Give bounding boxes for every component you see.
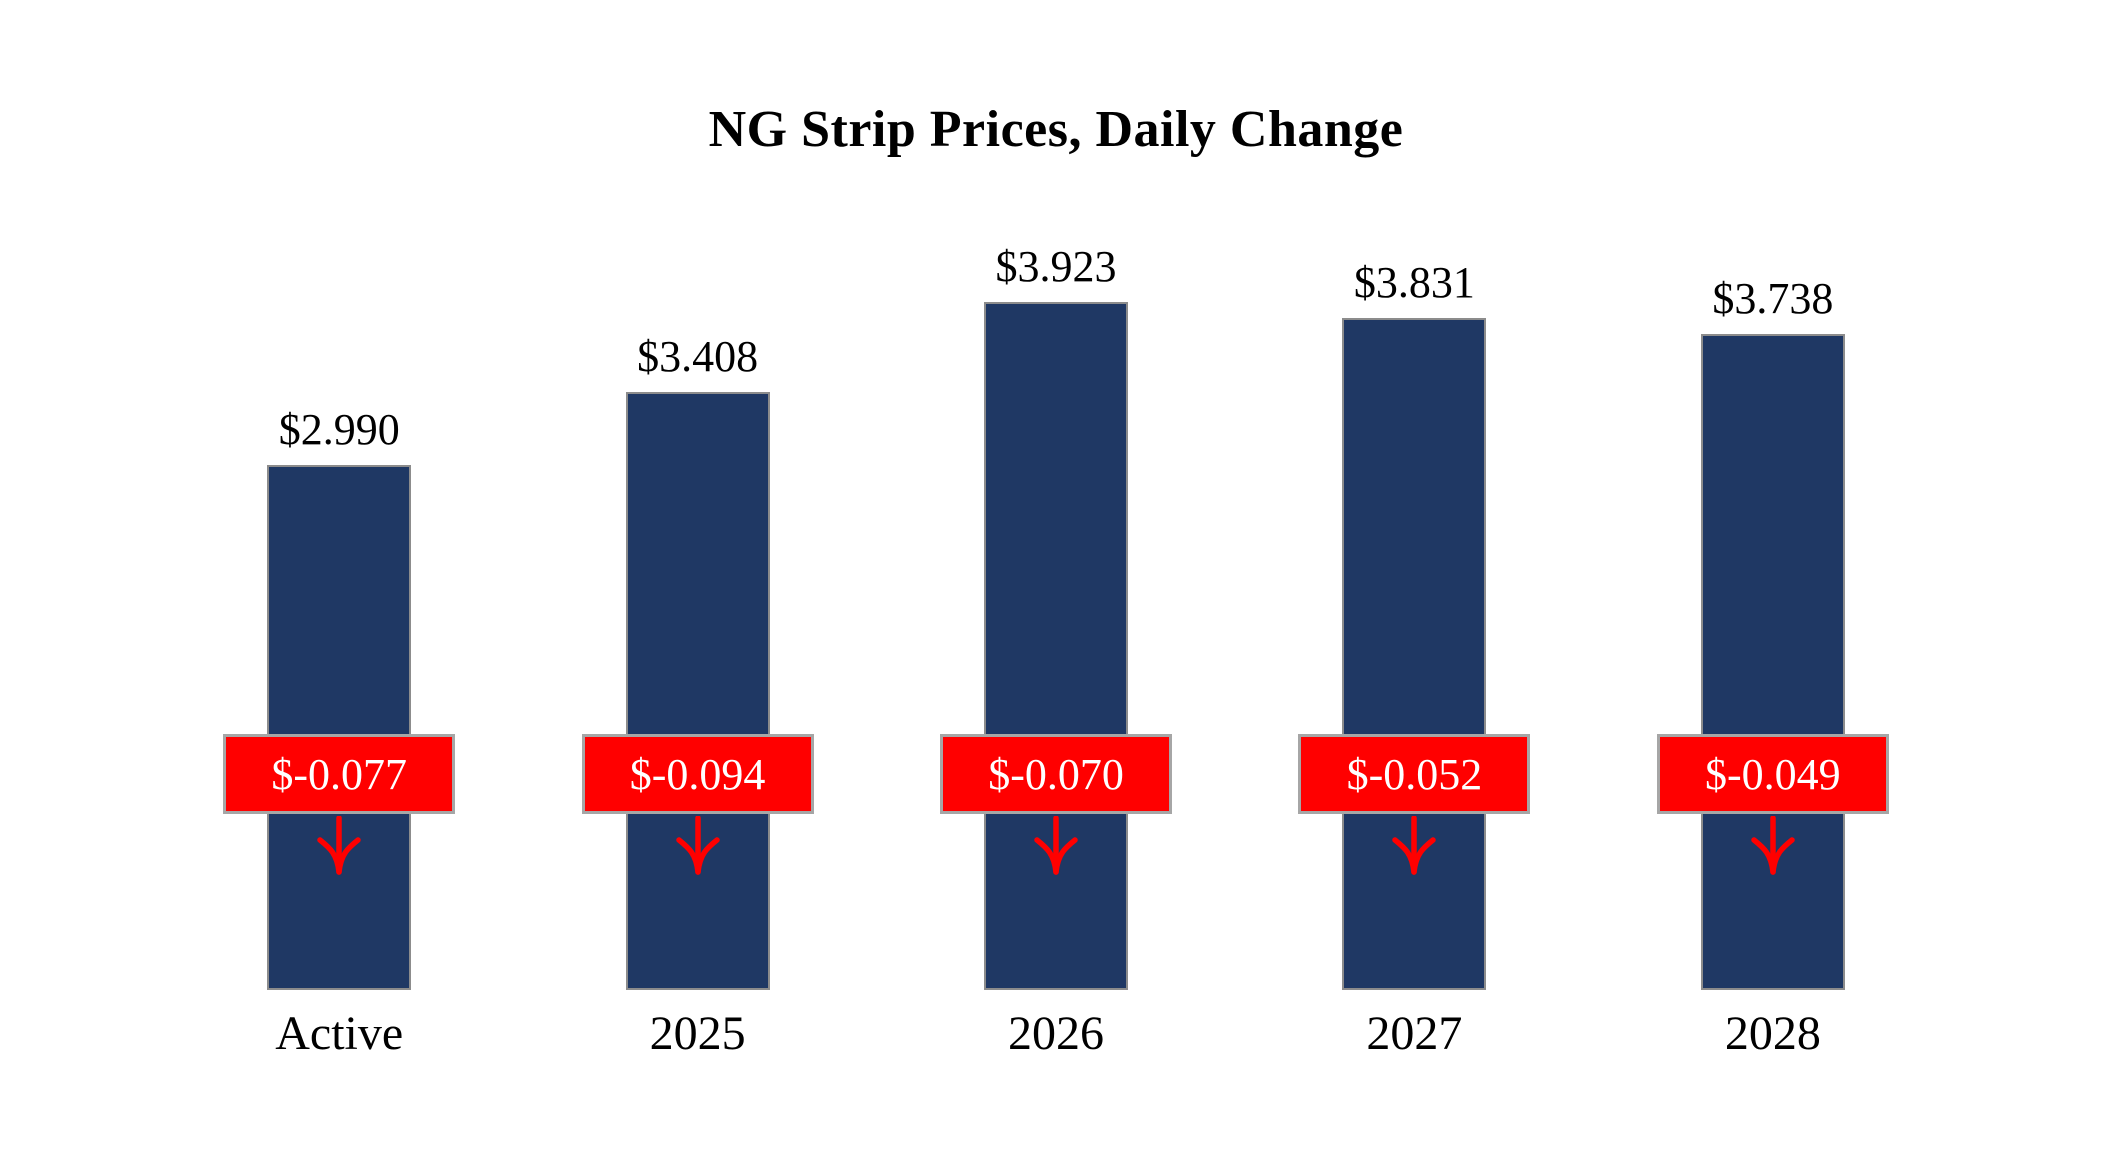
bar-group: $3.923 $-0.070 2026 [877,0,1235,1060]
down-arrow-icon [1392,816,1437,875]
category-label: 2026 [1008,1007,1105,1060]
down-arrow-icon [317,816,361,875]
bar-group: $3.738 $-0.049 2028 [1594,0,1952,1060]
bar [984,302,1129,990]
bar-group: $3.831 $-0.052 2027 [1235,0,1593,1060]
bar [1342,318,1487,990]
daily-change-badge: $-0.094 [581,734,814,814]
daily-change-value: $-0.049 [1705,749,1841,799]
bar [1700,334,1845,990]
daily-change-badge: $-0.049 [1656,734,1889,814]
bar-value-label: $2.990 [278,405,400,454]
daily-change-badge: $-0.070 [940,734,1173,814]
bar-value-label: $3.408 [637,332,759,381]
daily-change-value: $-0.070 [988,749,1124,799]
bar [267,465,412,990]
down-arrow-icon [675,816,720,875]
daily-change-badge: $-0.077 [223,734,456,814]
down-arrow-icon [1751,816,1795,875]
daily-change-badge: $-0.052 [1298,734,1531,814]
bar-group: $3.408 $-0.094 2025 [518,0,876,1060]
chart-title: NG Strip Prices, Daily Change [708,101,1404,158]
category-label: 2028 [1724,1007,1821,1060]
daily-change-value: $-0.077 [271,749,408,799]
bar-group: $2.990 $-0.077 Active [160,0,518,1060]
category-label: 2027 [1366,1007,1463,1060]
daily-change-value: $-0.052 [1346,749,1483,799]
category-label: Active [275,1007,404,1060]
plot-area: $2.990 $-0.077 Active $3.408 $-0.094 2025 $3.9… [160,0,1952,1060]
bar-value-label: $3.831 [1353,258,1475,307]
bar [625,392,770,990]
category-label: 2025 [649,1007,746,1060]
down-arrow-icon [1034,816,1078,875]
daily-change-value: $-0.094 [629,749,766,799]
bar-value-label: $3.738 [1712,274,1834,323]
bar-value-label: $3.923 [995,242,1117,291]
